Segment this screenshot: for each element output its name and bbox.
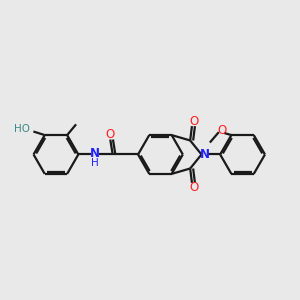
Text: N: N <box>200 148 210 161</box>
Text: O: O <box>106 128 115 141</box>
Text: N: N <box>90 147 100 160</box>
Text: O: O <box>217 124 226 137</box>
Text: H: H <box>91 158 99 167</box>
Text: HO: HO <box>14 124 30 134</box>
Text: O: O <box>189 115 198 128</box>
Text: O: O <box>189 181 198 194</box>
